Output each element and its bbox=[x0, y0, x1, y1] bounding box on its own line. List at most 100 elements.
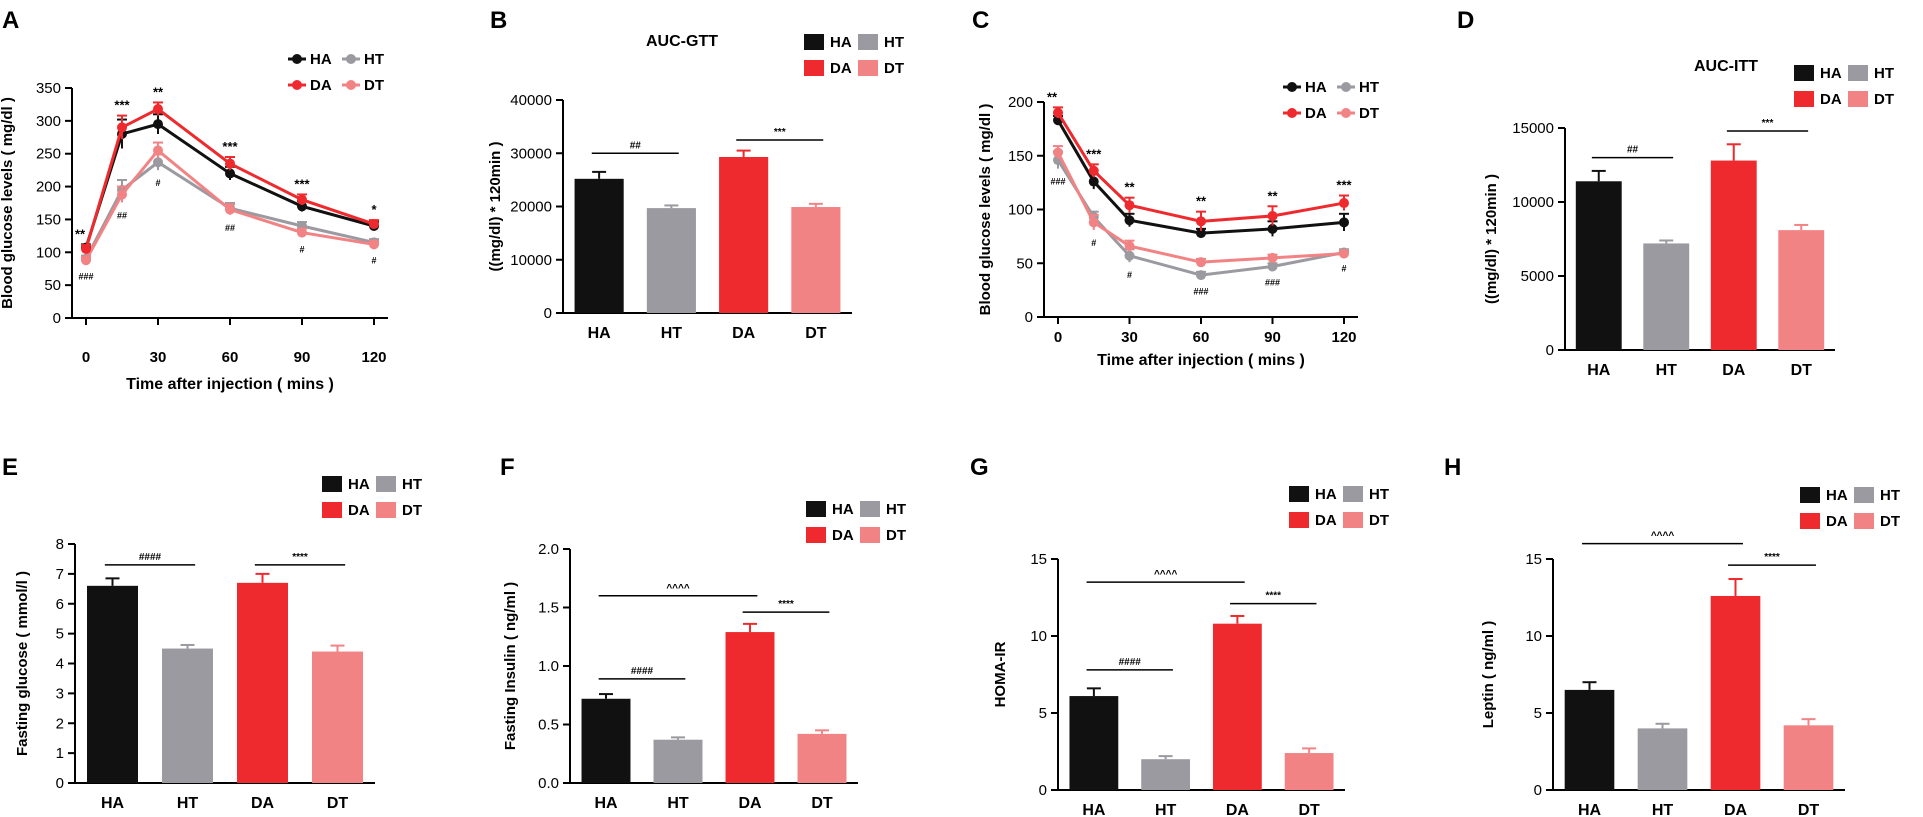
legend-label-dt: DT bbox=[402, 502, 422, 519]
series-line-da bbox=[1056, 111, 1345, 223]
legend-label-dt: DT bbox=[1880, 513, 1900, 530]
panel-label: H bbox=[1444, 454, 1461, 481]
y-tick-label: 150 bbox=[1008, 148, 1033, 165]
data-point-ha bbox=[1124, 215, 1135, 226]
significance-above: *** bbox=[1336, 178, 1352, 193]
legend-swatch-da bbox=[806, 527, 826, 543]
legend-marker-ht bbox=[1341, 82, 1351, 92]
legend-label-dt: DT bbox=[1359, 105, 1379, 122]
y-tick-label: 50 bbox=[1016, 255, 1033, 272]
panel-g: G HA HT DA DT 0 5 10 15 HOMA-IR HA HT DA DT #### ^^^^ **… bbox=[970, 454, 1389, 817]
data-point-ha bbox=[1088, 176, 1099, 187]
x-tick-label: 90 bbox=[1264, 329, 1281, 346]
legend-marker-dt bbox=[346, 80, 356, 90]
significance-above: *** bbox=[222, 139, 238, 154]
category-label: DA bbox=[732, 325, 756, 342]
category-label: HT bbox=[177, 795, 199, 812]
bar-ht bbox=[1643, 243, 1690, 350]
category-label: HA bbox=[588, 325, 612, 342]
legend-label-da: DA bbox=[1315, 512, 1337, 529]
category-label: DA bbox=[251, 795, 275, 812]
legend-swatch-ht bbox=[376, 476, 396, 492]
y-tick-label: 1 bbox=[56, 745, 64, 762]
data-point-ht bbox=[153, 157, 163, 168]
data-point-dt bbox=[81, 255, 91, 266]
significance-above: * bbox=[371, 202, 377, 217]
bar-ht bbox=[162, 648, 213, 783]
x-tick-label: 0 bbox=[1054, 329, 1062, 346]
y-tick-label: 0 bbox=[1039, 782, 1047, 799]
bar-ha bbox=[87, 585, 138, 783]
significance-above: ** bbox=[1047, 89, 1058, 104]
bar-ht bbox=[653, 739, 703, 783]
data-point-da bbox=[297, 194, 307, 205]
category-label: DT bbox=[327, 795, 349, 812]
legend-label-ht: HT bbox=[1874, 65, 1894, 82]
legend-label-ha: HA bbox=[1820, 65, 1842, 82]
category-label: DA bbox=[1724, 802, 1748, 817]
y-tick-label: 200 bbox=[36, 179, 61, 196]
category-label: HA bbox=[1578, 802, 1602, 817]
panel-e: E HA HT DA DT 0 1 2 3 4 5 6 7 8 Fasting glucose ( mmol… bbox=[2, 454, 422, 812]
significance-below: ### bbox=[1265, 278, 1280, 288]
x-tick-label: 30 bbox=[150, 349, 167, 366]
significance-above: ** bbox=[1267, 188, 1278, 203]
y-tick-label: 10000 bbox=[1512, 194, 1554, 211]
y-tick-label: 3 bbox=[56, 685, 64, 702]
y-tick-label: 0.5 bbox=[538, 717, 559, 734]
category-label: DT bbox=[805, 325, 827, 342]
data-point-dt bbox=[1053, 147, 1063, 158]
y-tick-label: 0 bbox=[1534, 782, 1542, 799]
bar-dt bbox=[797, 733, 847, 783]
panel-h: H HA HT DA DT 0 5 10 15 Leptin ( ng/ml ) HA HT DA DT ^… bbox=[1444, 454, 1900, 817]
data-point-da bbox=[225, 158, 235, 169]
legend-label-dt: DT bbox=[884, 60, 904, 77]
significance-above: *** bbox=[114, 98, 130, 113]
data-point-dt bbox=[369, 239, 379, 250]
data-point-ha bbox=[1339, 217, 1349, 228]
category-label: HT bbox=[1652, 802, 1674, 817]
significance-above: *** bbox=[1086, 146, 1102, 161]
panel-c: C HA HT DA DT 0 50 100 150 200 Blood glucose level… bbox=[972, 7, 1379, 369]
data-point-da bbox=[81, 244, 91, 254]
bar-dt bbox=[1778, 230, 1825, 350]
bar-da bbox=[1212, 623, 1262, 790]
legend-marker-da bbox=[292, 80, 302, 90]
x-tick-label: 60 bbox=[1193, 329, 1210, 346]
y-tick-label: 6 bbox=[56, 596, 64, 613]
y-axis-label: Blood glucose levels ( mg/dl ) bbox=[977, 104, 994, 316]
significance-label: #### bbox=[1119, 657, 1142, 668]
legend-label-dt: DT bbox=[1874, 91, 1894, 108]
legend-label-ha: HA bbox=[1315, 486, 1337, 503]
data-point-da bbox=[117, 122, 127, 133]
significance-above: ** bbox=[75, 226, 86, 241]
legend-marker-ha bbox=[292, 54, 302, 64]
legend-swatch-dt bbox=[860, 527, 880, 543]
legend-label-ht: HT bbox=[402, 476, 422, 493]
bar-ha bbox=[1575, 181, 1622, 350]
category-label: DT bbox=[1791, 362, 1813, 379]
significance-below: # bbox=[1091, 238, 1096, 248]
category-label: DA bbox=[1226, 802, 1250, 817]
panel-label: G bbox=[970, 454, 989, 481]
legend-marker-ht bbox=[346, 54, 356, 64]
legend-swatch-ht bbox=[1854, 487, 1874, 503]
legend-label-ht: HT bbox=[1359, 79, 1379, 96]
data-point-da bbox=[1196, 216, 1206, 227]
x-tick-label: 30 bbox=[1121, 329, 1138, 346]
significance-below: # bbox=[299, 245, 304, 255]
legend-swatch-ht bbox=[860, 501, 880, 517]
data-point-ht bbox=[1124, 250, 1135, 261]
legend-label-da: DA bbox=[1820, 91, 1842, 108]
category-label: HA bbox=[1587, 362, 1611, 379]
bar-ha bbox=[1564, 689, 1615, 790]
data-point-ha bbox=[225, 168, 235, 179]
significance-label: **** bbox=[778, 599, 794, 610]
y-tick-label: 0 bbox=[53, 310, 61, 327]
y-tick-label: 1.5 bbox=[538, 600, 559, 617]
category-label: HT bbox=[661, 325, 683, 342]
data-point-da bbox=[1124, 200, 1135, 211]
legend-swatch-ha bbox=[1289, 486, 1309, 502]
panel-f: F HA HT DA DT 0.0 0.5 1.0 1.5 2.0 Fasting Insulin … bbox=[500, 454, 906, 812]
